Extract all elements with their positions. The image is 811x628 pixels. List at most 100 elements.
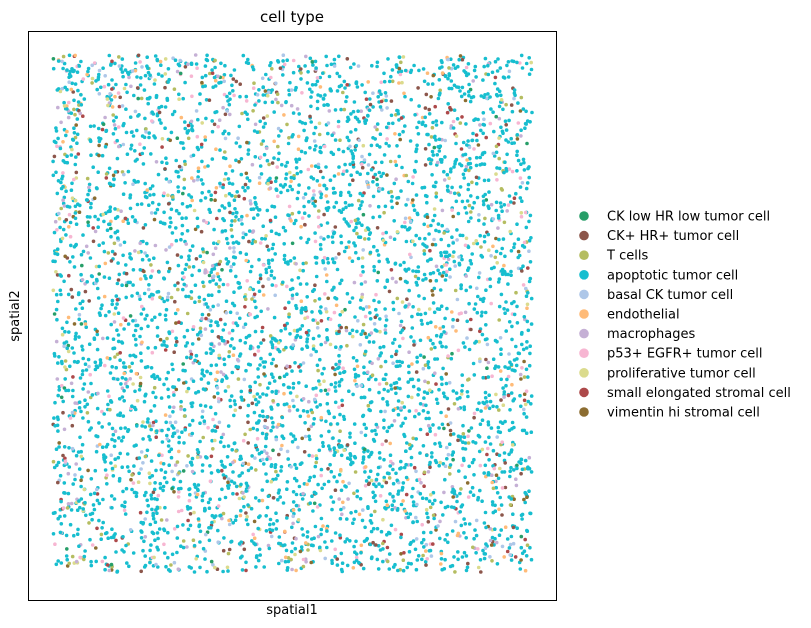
scatter-point <box>203 196 208 200</box>
scatter-point <box>384 230 389 235</box>
scatter-point <box>246 57 250 62</box>
scatter-point <box>330 558 334 563</box>
scatter-point <box>116 208 120 212</box>
scatter-point <box>489 543 494 547</box>
scatter-point <box>75 532 80 536</box>
scatter-point <box>288 184 293 189</box>
scatter-point <box>504 102 508 107</box>
scatter-point <box>251 109 255 113</box>
scatter-point <box>232 413 236 418</box>
scatter-point <box>212 122 217 127</box>
scatter-point <box>117 144 121 149</box>
scatter-point <box>432 213 437 218</box>
scatter-point <box>510 324 514 329</box>
scatter-point <box>422 272 427 277</box>
scatter-point <box>372 322 377 326</box>
scatter-point <box>351 356 356 360</box>
scatter-point <box>213 58 217 63</box>
scatter-point <box>322 144 327 149</box>
scatter-point <box>349 130 353 134</box>
scatter-point <box>120 170 125 174</box>
scatter-point <box>253 496 258 500</box>
scatter-point <box>148 560 152 565</box>
scatter-point <box>95 406 100 411</box>
scatter-point <box>221 328 226 332</box>
scatter-point <box>490 559 494 563</box>
scatter-point <box>403 279 408 284</box>
scatter-point <box>509 534 514 539</box>
scatter-point <box>221 105 225 110</box>
scatter-point <box>397 132 402 137</box>
scatter-point <box>527 56 531 60</box>
scatter-point <box>393 159 398 164</box>
scatter-point <box>311 336 316 341</box>
scatter-point <box>216 124 220 129</box>
scatter-point <box>133 389 137 394</box>
scatter-point <box>137 294 142 298</box>
scatter-point <box>137 113 141 117</box>
scatter-point <box>163 105 168 109</box>
scatter-point <box>432 237 436 242</box>
scatter-point <box>349 511 353 515</box>
scatter-point <box>517 460 521 464</box>
scatter-point <box>140 530 144 534</box>
scatter-point <box>444 345 448 349</box>
scatter-point <box>85 280 89 284</box>
scatter-point <box>68 220 73 225</box>
scatter-point <box>220 229 225 233</box>
scatter-point <box>406 179 411 184</box>
scatter-point <box>65 129 69 134</box>
scatter-point <box>422 222 427 227</box>
scatter-point <box>202 297 207 302</box>
scatter-point <box>67 53 72 58</box>
scatter-point <box>360 193 365 198</box>
scatter-point <box>337 383 342 388</box>
scatter-point <box>285 516 289 520</box>
scatter-point <box>481 548 485 553</box>
scatter-point <box>515 526 519 530</box>
scatter-point <box>204 98 209 102</box>
scatter-point <box>100 425 104 429</box>
scatter-point <box>74 453 79 458</box>
scatter-point <box>89 201 93 206</box>
scatter-point <box>284 176 288 181</box>
scatter-point <box>303 121 308 126</box>
scatter-point <box>322 482 327 487</box>
scatter-point <box>291 500 296 504</box>
scatter-point <box>310 60 315 64</box>
scatter-point <box>212 274 216 279</box>
scatter-point <box>315 326 320 330</box>
scatter-point <box>427 232 431 236</box>
scatter-point <box>520 342 524 347</box>
scatter-point <box>506 282 510 286</box>
scatter-point <box>131 182 135 186</box>
scatter-point <box>105 389 110 393</box>
scatter-point <box>289 219 293 223</box>
scatter-point <box>516 249 521 254</box>
scatter-point <box>391 361 395 366</box>
scatter-point <box>131 481 136 485</box>
scatter-point <box>399 552 403 556</box>
scatter-point <box>332 310 337 315</box>
scatter-point <box>56 480 60 485</box>
scatter-point <box>202 284 206 289</box>
scatter-point <box>497 136 501 140</box>
scatter-point <box>509 103 514 107</box>
scatter-point <box>366 403 371 408</box>
scatter-point <box>115 215 120 219</box>
scatter-point <box>251 86 256 90</box>
scatter-point <box>239 172 244 177</box>
scatter-point <box>74 559 79 564</box>
scatter-point <box>254 565 258 569</box>
scatter-point <box>482 556 487 561</box>
scatter-point <box>515 169 519 173</box>
scatter-point <box>404 475 409 480</box>
scatter-point <box>184 242 188 246</box>
scatter-point <box>287 92 292 97</box>
scatter-point <box>441 391 446 396</box>
scatter-point <box>479 253 484 258</box>
scatter-point <box>342 107 347 112</box>
scatter-point <box>412 208 417 212</box>
scatter-point <box>456 550 460 554</box>
